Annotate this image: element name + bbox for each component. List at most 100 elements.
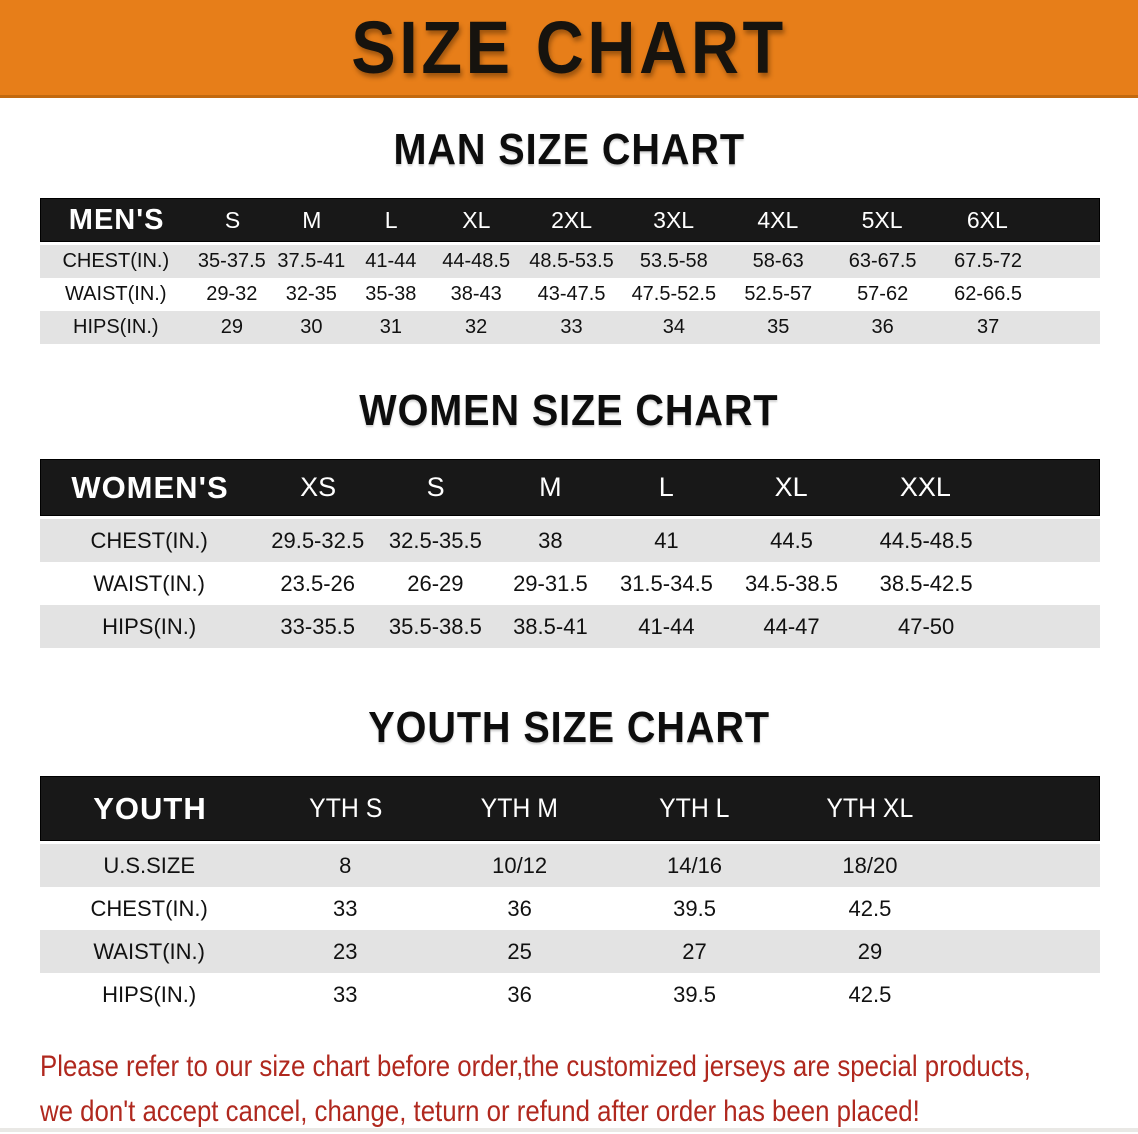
size-value: 42.5 <box>848 981 892 1007</box>
youth-table-label: YOUTH <box>93 790 207 826</box>
measure-row-label: HIPS(IN.) <box>102 981 197 1007</box>
size-value: 44.5 <box>770 527 813 553</box>
measure-row-label: CHEST(IN.) <box>90 895 208 921</box>
size-value: 34.5-38.5 <box>745 570 838 596</box>
size-value: 14/16 <box>666 852 723 878</box>
size-value: 32 <box>465 316 488 338</box>
youth-section-heading-text: YOUTH SIZE CHART <box>368 703 770 752</box>
size-value: 34 <box>662 316 685 338</box>
size-column-header: YTH XL <box>825 793 913 823</box>
size-value: 47-50 <box>897 613 955 639</box>
size-value: 36 <box>871 316 894 338</box>
size-value: 10/12 <box>492 852 548 878</box>
banner-title: SIZE CHART <box>351 6 787 89</box>
men-waist-row: WAIST(IN.) 29-32 32-35 35-38 38-43 43-47… <box>40 278 1100 311</box>
size-column-header: M <box>539 472 562 502</box>
size-value: 36 <box>507 895 532 921</box>
size-value: 25 <box>507 938 532 964</box>
size-value: 23.5-26 <box>280 570 356 596</box>
size-value: 38.5-42.5 <box>879 570 973 596</box>
size-value: 18/20 <box>842 852 898 878</box>
size-value: 33-35.5 <box>280 613 356 639</box>
measure-row-label: HIPS(IN.) <box>102 613 197 639</box>
size-column-header: YTH L <box>659 793 730 823</box>
size-value: 8 <box>339 852 352 878</box>
size-value: 31.5-34.5 <box>619 570 713 596</box>
women-table-label: WOMEN'S <box>71 469 229 505</box>
size-column-header: 2XL <box>551 206 593 233</box>
size-value: 48.5-53.5 <box>529 250 614 272</box>
measure-row-label: WAIST(IN.) <box>93 938 205 964</box>
size-value: 29-31.5 <box>513 570 588 596</box>
men-hips-row: HIPS(IN.) 29 30 31 32 33 34 35 36 37 <box>40 311 1100 344</box>
size-value: 47.5-52.5 <box>631 283 717 305</box>
size-value: 53.5-58 <box>639 250 708 272</box>
women-waist-row: WAIST(IN.) 23.5-26 26-29 29-31.5 31.5-34… <box>40 562 1100 605</box>
size-value: 33 <box>333 981 358 1007</box>
youth-waist-row: WAIST(IN.) 23 25 27 29 <box>40 930 1100 973</box>
men-section-heading-text: MAN SIZE CHART <box>393 125 745 174</box>
size-value: 39.5 <box>673 981 716 1007</box>
size-value: 41 <box>654 527 679 553</box>
size-value: 41-44 <box>638 613 695 639</box>
size-column-header: S <box>426 472 445 502</box>
size-value: 41-44 <box>365 250 417 272</box>
size-value: 35-37.5 <box>197 250 266 272</box>
size-column-header: L <box>658 472 674 502</box>
size-value: 63-67.5 <box>848 250 917 272</box>
size-value: 37.5-41 <box>277 250 346 272</box>
size-column-header: XL <box>462 206 491 233</box>
disclaimer-line-2: we don't accept cancel, change, teturn o… <box>40 1095 920 1128</box>
size-value: 39.5 <box>673 895 716 921</box>
men-chest-row: CHEST(IN.) 35-37.5 37.5-41 41-44 44-48.5… <box>40 245 1100 278</box>
size-value: 67.5-72 <box>954 250 1023 272</box>
measure-row-label: CHEST(IN.) <box>62 250 170 272</box>
youth-table-header-row: YOUTH YTH S YTH M YTH L YTH XL <box>40 776 1100 841</box>
size-value: 26-29 <box>407 570 464 596</box>
size-value: 33 <box>333 895 358 921</box>
size-value: 62-66.5 <box>954 283 1023 305</box>
size-column-header: 4XL <box>757 206 799 233</box>
size-value: 32-35 <box>285 283 337 305</box>
youth-section-heading: YOUTH SIZE CHART <box>0 703 1138 753</box>
measure-row-label: WAIST(IN.) <box>93 570 205 596</box>
disclaimer-note: Please refer to our size chart before or… <box>40 1044 1138 1134</box>
size-column-header: YTH M <box>481 793 559 823</box>
size-value: 29 <box>220 316 243 338</box>
size-value: 38-43 <box>450 283 502 305</box>
size-value: 44-47 <box>763 613 820 639</box>
size-column-header: 6XL <box>966 206 1008 233</box>
size-value: 35-38 <box>365 283 417 305</box>
size-value: 32.5-35.5 <box>388 527 482 553</box>
size-column-header: M <box>302 206 322 233</box>
size-value: 29-32 <box>206 283 258 305</box>
bottom-edge-strip <box>0 1128 1138 1132</box>
size-column-header: XXL <box>899 472 951 502</box>
disclaimer-line-1: Please refer to our size chart before or… <box>40 1050 1031 1083</box>
size-column-header: S <box>224 206 241 233</box>
measure-row-label: HIPS(IN.) <box>73 316 159 338</box>
size-value: 35 <box>767 316 790 338</box>
men-table-header-row: MEN'S S M L XL 2XL 3XL 4XL 5XL 6XL <box>40 198 1100 242</box>
size-value: 29 <box>857 938 883 964</box>
women-section-heading: WOMEN SIZE CHART <box>0 386 1138 436</box>
size-value: 58-63 <box>752 250 804 272</box>
measure-row-label: CHEST(IN.) <box>90 527 208 553</box>
size-value: 44.5-48.5 <box>879 527 973 553</box>
size-chart-banner: SIZE CHART <box>0 0 1138 98</box>
size-value: 52.5-57 <box>744 283 813 305</box>
measure-row-label: WAIST(IN.) <box>65 283 167 305</box>
youth-hips-row: HIPS(IN.) 33 36 39.5 42.5 <box>40 973 1100 1016</box>
size-value: 23 <box>333 938 358 964</box>
women-chest-row: CHEST(IN.) 29.5-32.5 32.5-35.5 38 41 44.… <box>40 519 1100 562</box>
size-column-header: 3XL <box>653 206 695 233</box>
size-value: 30 <box>300 316 323 338</box>
size-column-header: XS <box>300 472 337 502</box>
men-table-label: MEN'S <box>68 203 165 236</box>
size-value: 31 <box>379 316 402 338</box>
size-column-header: L <box>384 206 398 233</box>
men-section-heading: MAN SIZE CHART <box>0 125 1138 175</box>
size-value: 29.5-32.5 <box>271 527 365 553</box>
women-hips-row: HIPS(IN.) 33-35.5 35.5-38.5 38.5-41 41-4… <box>40 605 1100 648</box>
measure-row-label: U.S.SIZE <box>103 852 196 878</box>
